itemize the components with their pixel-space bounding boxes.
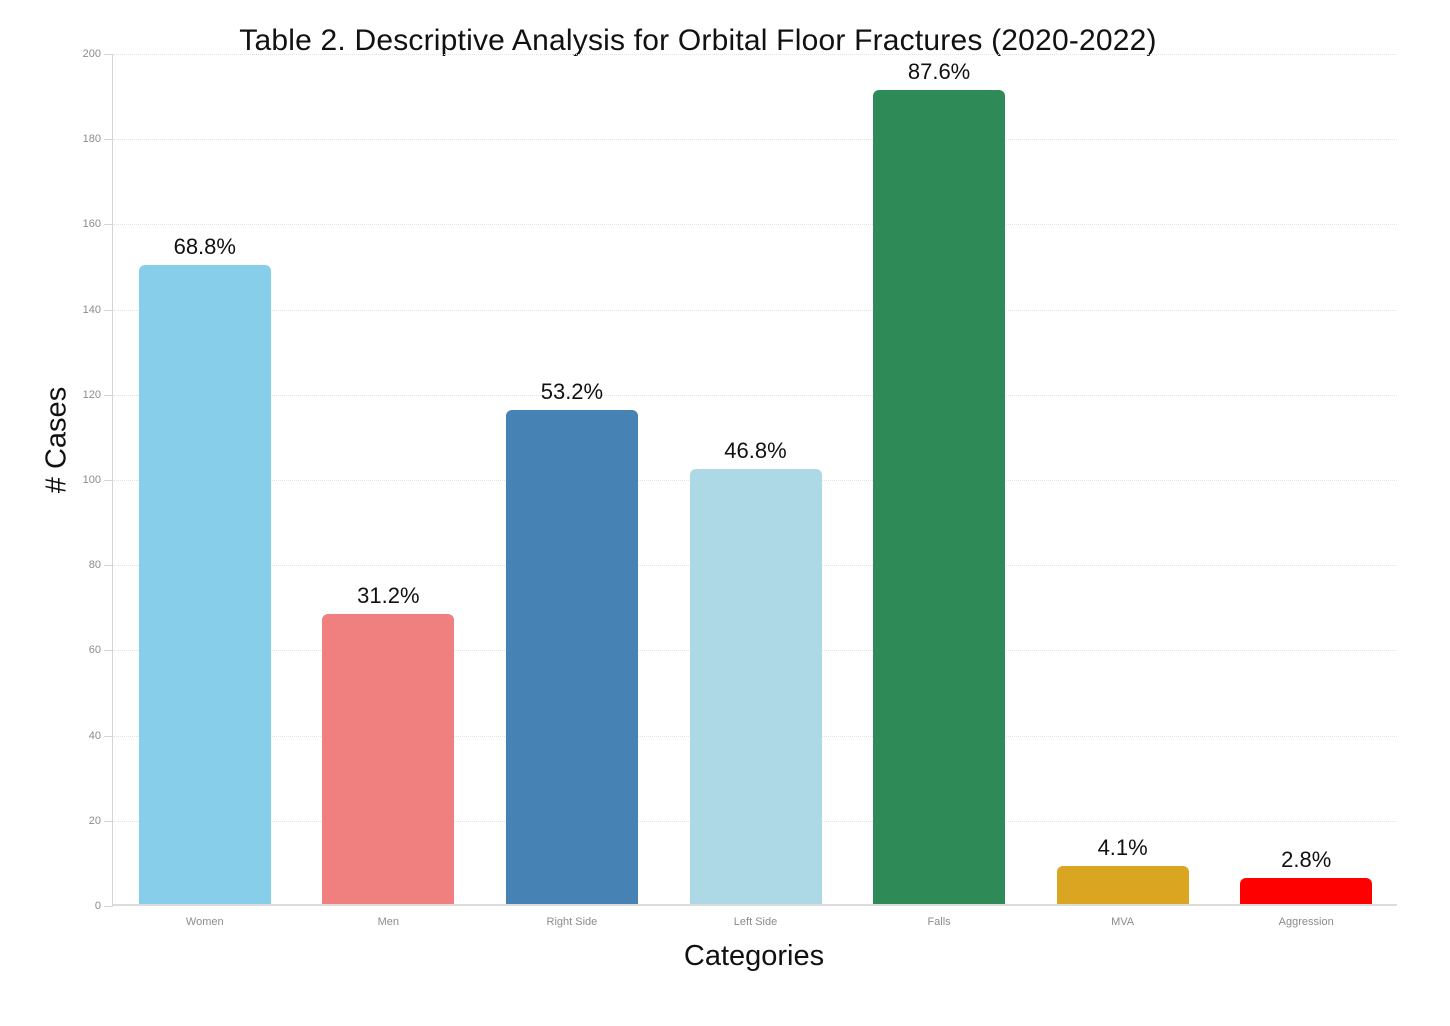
y-tick-mark-60 — [104, 650, 113, 652]
bar-mva — [1056, 865, 1189, 904]
chart-title: Table 2. Descriptive Analysis for Orbita… — [239, 24, 1157, 57]
x-tick-label-men: Men — [377, 916, 400, 928]
bar-value-label-aggression: 2.8% — [1281, 847, 1332, 873]
x-tick-label-falls: Falls — [927, 916, 951, 928]
y-tick-mark-180 — [104, 139, 113, 141]
y-tick-mark-0 — [104, 906, 113, 907]
bar-value-label-women: 68.8% — [173, 234, 236, 259]
gridline-160 — [113, 224, 1397, 226]
y-tick-label-0: 0 — [94, 900, 101, 912]
gridline-180 — [113, 139, 1397, 141]
x-tick-label-women: Women — [185, 916, 224, 928]
y-tick-mark-20 — [104, 820, 113, 822]
bar-aggression — [1240, 878, 1373, 904]
bar-value-label-right-side: 53.2% — [540, 378, 604, 404]
bar-falls — [873, 90, 1006, 904]
bar-value-label-falls: 87.6% — [907, 59, 971, 85]
bar-women — [138, 265, 271, 904]
y-tick-label-160: 160 — [82, 218, 101, 231]
x-tick-label-right-side: Right Side — [546, 916, 598, 928]
y-tick-mark-80 — [104, 565, 113, 567]
y-tick-label-20: 20 — [88, 814, 101, 827]
x-tick-label-left-side: Left Side — [733, 916, 778, 928]
gridline-120 — [113, 394, 1397, 396]
gridline-140 — [113, 309, 1397, 311]
y-tick-label-80: 80 — [88, 559, 101, 572]
y-tick-mark-100 — [104, 480, 113, 481]
x-axis-label: Categories — [683, 940, 825, 972]
bar-value-label-left-side: 46.8% — [724, 438, 787, 464]
y-tick-label-200: 200 — [82, 48, 101, 60]
y-tick-mark-200 — [104, 54, 113, 55]
y-tick-label-100: 100 — [82, 474, 101, 486]
bar-value-label-mva: 4.1% — [1097, 834, 1148, 860]
y-tick-mark-140 — [104, 309, 113, 311]
y-tick-label-60: 60 — [88, 644, 101, 657]
y-tick-mark-120 — [104, 394, 113, 396]
y-tick-label-120: 120 — [82, 388, 101, 401]
y-tick-label-180: 180 — [82, 133, 101, 146]
y-tick-label-140: 140 — [82, 303, 101, 316]
plot-area: 0 20 40 60 80 100 120 140 160 180 200 68.8% Women 31.… — [83, 48, 1397, 928]
y-tick-mark-160 — [104, 224, 113, 226]
y-tick-mark-40 — [104, 735, 113, 737]
bar-value-label-men: 31.2% — [357, 583, 420, 609]
bar-left-side — [689, 469, 822, 904]
gridline-200 — [113, 54, 1397, 55]
bar-right-side — [505, 409, 638, 904]
x-tick-label-aggression: Aggression — [1278, 916, 1334, 928]
y-tick-label-40: 40 — [88, 729, 101, 742]
bar-men — [322, 614, 455, 904]
x-tick-label-mva: MVA — [1111, 916, 1135, 928]
